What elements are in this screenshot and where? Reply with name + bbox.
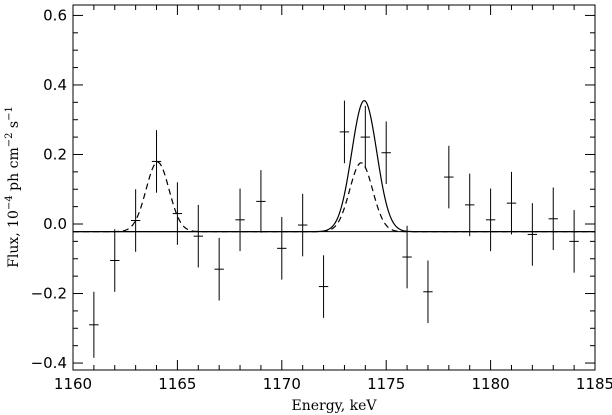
x-tick-label: 1165 [158,375,196,393]
y-tick-label: 0.6 [43,6,67,24]
data-point [151,130,162,193]
data-point [130,189,141,252]
data-point [214,237,224,301]
data-point [277,217,287,280]
plot-frame [72,4,596,371]
x-tick-label: 1185 [576,375,612,393]
data-point [193,204,203,268]
data-point [172,182,183,245]
y-axis-title-exp1: −4 [4,195,15,210]
y-tick-label: −0.4 [31,354,67,372]
data-point [569,210,579,273]
y-tick-label: 0.0 [43,215,67,233]
data-point [465,173,475,237]
axis-ticks: 1160 1165 1170 1175 1180 1185 −0.4 −0.2 0.0 0.2 0.… [31,5,612,393]
data-point [89,291,99,358]
data-point [527,203,538,266]
solid-model-curve [73,99,595,233]
data-point [423,260,433,324]
y-tick-label: 0.4 [43,76,67,94]
y-axis-title-exp3: −1 [4,106,15,121]
data-point [506,171,517,235]
data-point [402,225,412,289]
y-axis-title-mid1: ph cm [6,147,22,195]
y-axis-title-exp2: −2 [4,133,15,148]
y-axis-title: Flux, 10−4 ph cm−2 s−1 [4,106,22,268]
x-tick-label: 1175 [367,375,405,393]
dashed-model-curve [73,161,595,233]
y-tick-label: 0.2 [43,145,67,163]
data-point [110,229,120,292]
y-axis-title-prefix: Flux, 10 [6,210,22,268]
y-axis-title-mid2: s [6,121,22,133]
x-tick-label: 1160 [54,375,92,393]
y-tick-label: −0.2 [31,285,67,303]
data-point [339,100,350,164]
data-point [381,121,391,185]
x-tick-label: 1180 [472,375,510,393]
data-point [444,145,454,209]
plot-area [73,99,595,358]
x-axis-title: Energy, keV [291,398,377,414]
data-point [485,188,496,252]
data-point [297,193,308,257]
x-tick-label: 1170 [263,375,301,393]
data-point [235,188,245,252]
data-point [548,187,558,251]
data-point [360,105,371,169]
data-point [318,255,329,318]
data-point [256,170,266,233]
